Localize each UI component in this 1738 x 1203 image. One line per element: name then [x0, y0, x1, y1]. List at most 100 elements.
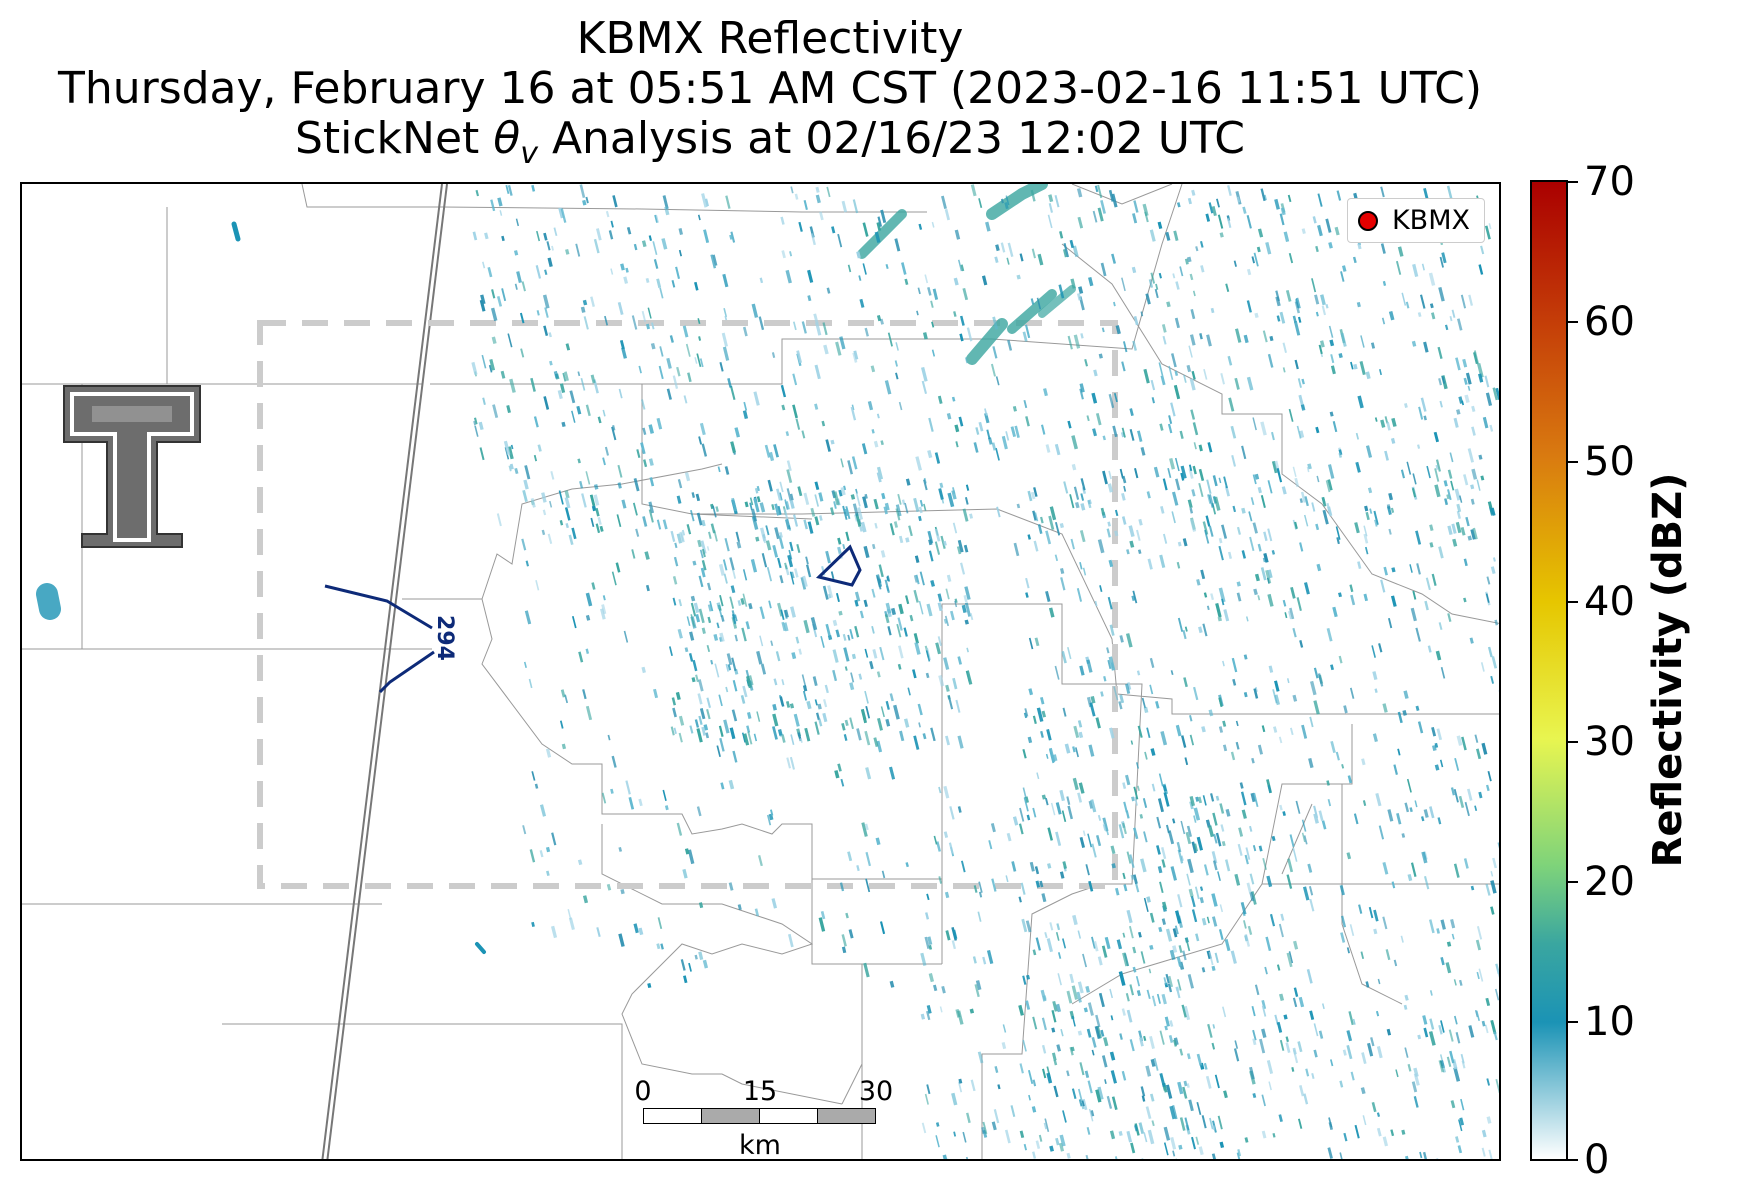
echo-fleck [1086, 415, 1090, 422]
echo-fleck [810, 616, 818, 631]
echo-fleck [1217, 1115, 1223, 1130]
echo-fleck [1234, 377, 1240, 390]
echo-fleck [893, 521, 899, 528]
echo-fleck [1119, 635, 1124, 643]
echo-fleck [843, 647, 850, 662]
echo-fleck [621, 347, 628, 359]
echo-fleck [1114, 530, 1119, 537]
echo-fleck [955, 699, 961, 713]
echo-fleck [1451, 309, 1456, 318]
echo-fleck [501, 235, 505, 242]
echo-fleck [694, 357, 698, 364]
echo-fleck [1113, 392, 1118, 403]
echo-fleck [962, 287, 969, 301]
echo-fleck [1346, 947, 1350, 954]
echo-fleck [1427, 645, 1432, 653]
echo-fleck [1313, 667, 1319, 679]
echo-fleck [1145, 1065, 1152, 1077]
map-canvas[interactable]: 294 [22, 184, 1501, 1161]
echo-fleck [1052, 754, 1058, 762]
echo-fleck [1249, 825, 1253, 832]
echo-fleck [564, 490, 570, 499]
echo-fleck [1129, 1039, 1135, 1052]
echo-fleck [593, 238, 600, 254]
echo-fleck [645, 584, 650, 592]
echo-fleck [930, 727, 936, 742]
echo-fleck [1069, 973, 1075, 984]
echo-fleck [852, 503, 859, 517]
echo-fleck [580, 377, 586, 391]
echo-fleck [599, 525, 604, 532]
echo-fleck [1444, 498, 1449, 506]
echo-fleck [653, 688, 659, 699]
echo-fleck [1086, 1127, 1091, 1135]
echo-fleck [1265, 569, 1272, 584]
echo-fleck [889, 980, 895, 988]
echo-fleck [1205, 1075, 1212, 1089]
echo-fleck [1058, 284, 1065, 299]
echo-fleck [1179, 1048, 1184, 1056]
echo-fleck [1140, 1086, 1146, 1097]
echo-fleck [935, 1122, 940, 1127]
echo-fleck [710, 659, 714, 665]
reflectivity-speckle [471, 184, 1499, 1159]
echo-fleck [676, 495, 682, 504]
echo-fleck [623, 276, 629, 284]
echo-fleck [507, 185, 513, 196]
echo-fleck [1475, 748, 1482, 760]
echo-fleck [545, 748, 552, 758]
map-panel[interactable]: 294 KBMX [20, 182, 1501, 1161]
echo-fleck [841, 722, 846, 731]
echo-fleck [1073, 725, 1080, 738]
echo-fleck [1482, 416, 1489, 429]
echo-fleck [946, 574, 952, 582]
echo-fleck [1485, 997, 1491, 1007]
echo-fleck [781, 679, 785, 686]
echo-fleck [1197, 796, 1203, 804]
echo-fleck [1143, 831, 1148, 843]
echo-fleck [1268, 1081, 1272, 1091]
echo-fleck [1177, 617, 1184, 632]
echo-fleck [1161, 847, 1167, 860]
echo-fleck [534, 783, 539, 789]
echo-fleck [1338, 655, 1343, 664]
echo-fleck [789, 703, 795, 709]
scale-segment-2 [701, 1108, 760, 1124]
echo-fleck [840, 486, 846, 496]
echo-fleck [1279, 1039, 1285, 1051]
echo-fleck [1375, 793, 1382, 807]
echo-fleck [962, 1131, 967, 1143]
echo-fleck [1295, 800, 1301, 814]
echo-fleck [638, 798, 643, 807]
echo-fleck [761, 553, 768, 568]
echo-fleck [1459, 1117, 1465, 1126]
echo-fleck [1418, 406, 1424, 420]
echo-fleck [730, 585, 736, 594]
echo-fleck [777, 728, 783, 737]
echo-fleck [549, 360, 553, 366]
echo-fleck [1434, 742, 1439, 748]
echo-fleck [688, 962, 692, 972]
echo-fleck [803, 619, 810, 634]
echo-fleck [951, 1092, 958, 1106]
echo-fleck [687, 372, 692, 383]
echo-fleck [879, 646, 885, 661]
echo-fleck [1357, 395, 1364, 409]
echo-fleck [841, 200, 848, 213]
echo-fleck [1077, 792, 1083, 803]
echo-fleck [1122, 932, 1126, 938]
echo-fleck [1126, 682, 1132, 690]
echo-fleck [1199, 240, 1204, 248]
echo-fleck [1138, 1122, 1145, 1135]
echo-fleck [641, 240, 647, 248]
echo-fleck [1201, 726, 1206, 733]
echo-fleck [1135, 762, 1140, 769]
echo-fleck [1211, 1125, 1216, 1131]
echo-fleck [1412, 590, 1417, 600]
echo-fleck [1447, 613, 1452, 622]
echo-fleck [731, 614, 737, 624]
echo-fleck [1132, 213, 1138, 224]
echo-fleck [1054, 194, 1060, 208]
echo-fleck [670, 530, 676, 542]
echo-fleck [1179, 266, 1184, 277]
